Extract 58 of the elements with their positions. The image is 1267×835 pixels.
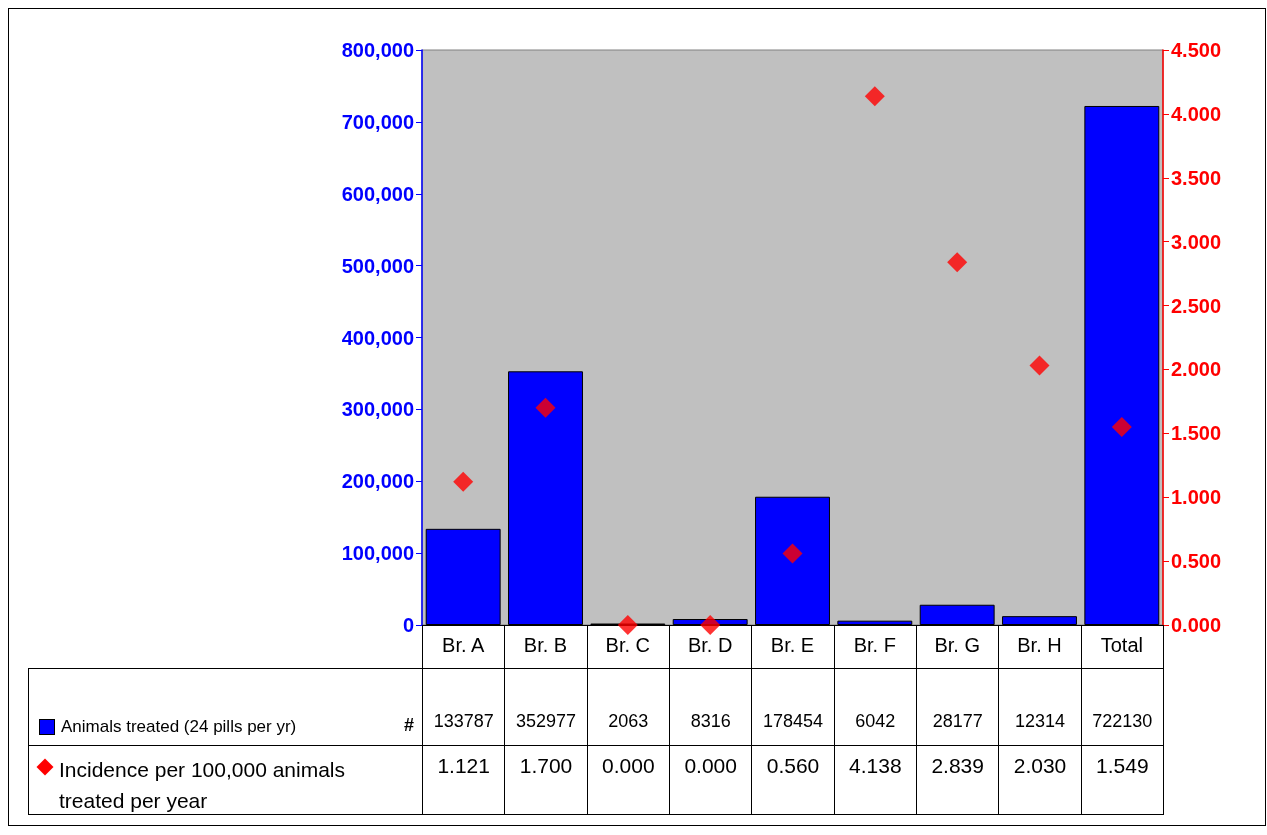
y-tick-label: 500,000 bbox=[341, 254, 414, 277]
data-label: 0.560 bbox=[765, 753, 821, 778]
data-label: 1.549 bbox=[1095, 753, 1150, 778]
point bbox=[1029, 355, 1050, 376]
x-tick-label: Br. D bbox=[687, 634, 733, 656]
y2-tick-label: 3.500 bbox=[1171, 166, 1222, 189]
x-tick-label: Br. E bbox=[770, 634, 815, 656]
data-label: 4.138 bbox=[848, 753, 903, 778]
x-tick-label: Br. C bbox=[605, 634, 651, 656]
y-tick-label: 100,000 bbox=[341, 542, 414, 565]
legend-label: Incidence per 100,000 animals treated per year bbox=[59, 757, 347, 814]
point bbox=[535, 397, 556, 418]
y2-tick-label: 3.000 bbox=[1171, 230, 1222, 253]
point bbox=[700, 615, 721, 635]
data-label: 28177 bbox=[931, 710, 984, 732]
point bbox=[1111, 417, 1132, 438]
data-label: 0.000 bbox=[601, 753, 656, 778]
data-label: 722130 bbox=[1091, 710, 1154, 732]
y-tick-label: 0 bbox=[402, 614, 414, 636]
y-tick-label: 300,000 bbox=[341, 398, 414, 421]
point bbox=[782, 543, 803, 564]
y2-tick-label: 2.000 bbox=[1171, 358, 1222, 381]
data-label: 6042 bbox=[854, 710, 897, 732]
x-tick-label: Br. H bbox=[1017, 634, 1062, 656]
point bbox=[453, 471, 474, 492]
x-tick-label: Br. A bbox=[442, 634, 485, 656]
data-label: 2.839 bbox=[930, 753, 985, 778]
point bbox=[617, 615, 638, 635]
data-label: 2063 bbox=[607, 710, 650, 732]
y-tick-label: 600,000 bbox=[341, 182, 414, 205]
y-tick-label: 800,000 bbox=[341, 39, 414, 61]
data-label: 2.030 bbox=[1012, 753, 1068, 778]
y2-tick-label: 0.500 bbox=[1171, 550, 1222, 573]
y2-tick-label: 1.000 bbox=[1171, 486, 1222, 509]
data-label: 352977 bbox=[514, 710, 578, 732]
data-label: 0.000 bbox=[683, 753, 738, 778]
x-tick-label: Total bbox=[1100, 634, 1143, 656]
x-tick-label: Br. B bbox=[523, 634, 568, 656]
data-label: 1.121 bbox=[436, 753, 491, 778]
y2-tick-label: 1.500 bbox=[1171, 422, 1222, 445]
point bbox=[864, 86, 885, 107]
legend-label: Animals treated (24 pills per yr) bbox=[61, 717, 297, 737]
y2-tick-label: 0.000 bbox=[1171, 614, 1222, 636]
data-label: 12314 bbox=[1013, 710, 1066, 732]
y-tick-label: 700,000 bbox=[341, 110, 414, 133]
data-label: 1.700 bbox=[518, 753, 574, 778]
x-tick-label: Br. G bbox=[934, 634, 980, 656]
x-tick-label: Br. F bbox=[853, 634, 896, 656]
y-tick-label: 400,000 bbox=[341, 326, 414, 349]
data-label: 8316 bbox=[689, 710, 732, 732]
y-tick-label: 200,000 bbox=[341, 470, 414, 493]
y2-tick-label: 2.500 bbox=[1171, 294, 1222, 317]
text: # bbox=[403, 715, 414, 736]
data-label: 133787 bbox=[432, 710, 495, 732]
y2-tick-label: 4.000 bbox=[1171, 102, 1222, 125]
data-label: 178454 bbox=[761, 710, 825, 732]
y2-tick-label: 4.500 bbox=[1171, 39, 1222, 61]
point bbox=[947, 252, 968, 273]
